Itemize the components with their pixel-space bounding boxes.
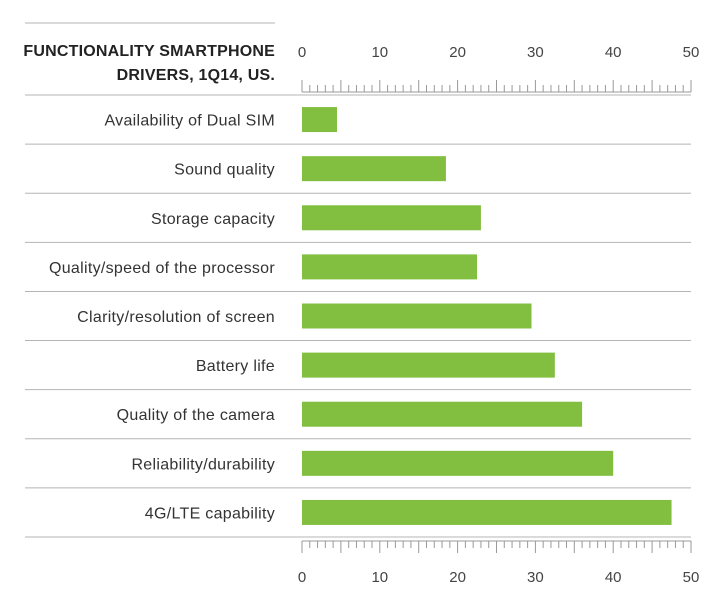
- category-label: Clarity/resolution of screen: [77, 309, 275, 326]
- bottom-tick-label: 40: [605, 569, 622, 586]
- category-label: 4G/LTE capability: [145, 505, 275, 522]
- top-tick-label: 20: [449, 44, 466, 61]
- bar: [302, 450, 614, 476]
- top-tick-label: 10: [371, 44, 388, 61]
- top-tick-label: 50: [683, 44, 700, 61]
- bottom-tick-label: 30: [527, 569, 544, 586]
- category-label: Availability of Dual SIM: [104, 113, 275, 130]
- bottom-tick-label: 0: [298, 569, 306, 586]
- bar: [302, 303, 532, 329]
- bottom-tick-label: 10: [371, 569, 388, 586]
- bottom-tick-label: 50: [683, 569, 700, 586]
- bar: [302, 107, 338, 133]
- bar: [302, 205, 481, 231]
- chart-title-line-1: FUNCTIONALITY SMARTPHONE: [23, 43, 275, 60]
- bottom-axis: 0 10 20 30 40 50: [298, 540, 700, 586]
- category-label: Quality/speed of the processor: [49, 260, 275, 277]
- top-tick-label: 30: [527, 44, 544, 61]
- bar: [302, 401, 583, 427]
- category-label: Sound quality: [174, 162, 275, 179]
- bar: [302, 499, 672, 525]
- bar: [302, 254, 478, 280]
- category-label: Quality of the camera: [117, 407, 275, 424]
- chart-title-line-2: DRIVERS, 1Q14, US.: [117, 67, 275, 84]
- chart-rows: Availability of Dual SIM Sound quality Sto…: [25, 94, 691, 538]
- top-axis: 0 10 20 30 40 50: [298, 44, 700, 93]
- category-label: Storage capacity: [151, 211, 275, 228]
- bar: [302, 352, 555, 378]
- category-label: Reliability/durability: [131, 456, 275, 473]
- top-tick-label: 0: [298, 44, 306, 61]
- bottom-tick-label: 20: [449, 569, 466, 586]
- top-tick-label: 40: [605, 44, 622, 61]
- bar: [302, 156, 446, 182]
- category-label: Battery life: [196, 358, 275, 375]
